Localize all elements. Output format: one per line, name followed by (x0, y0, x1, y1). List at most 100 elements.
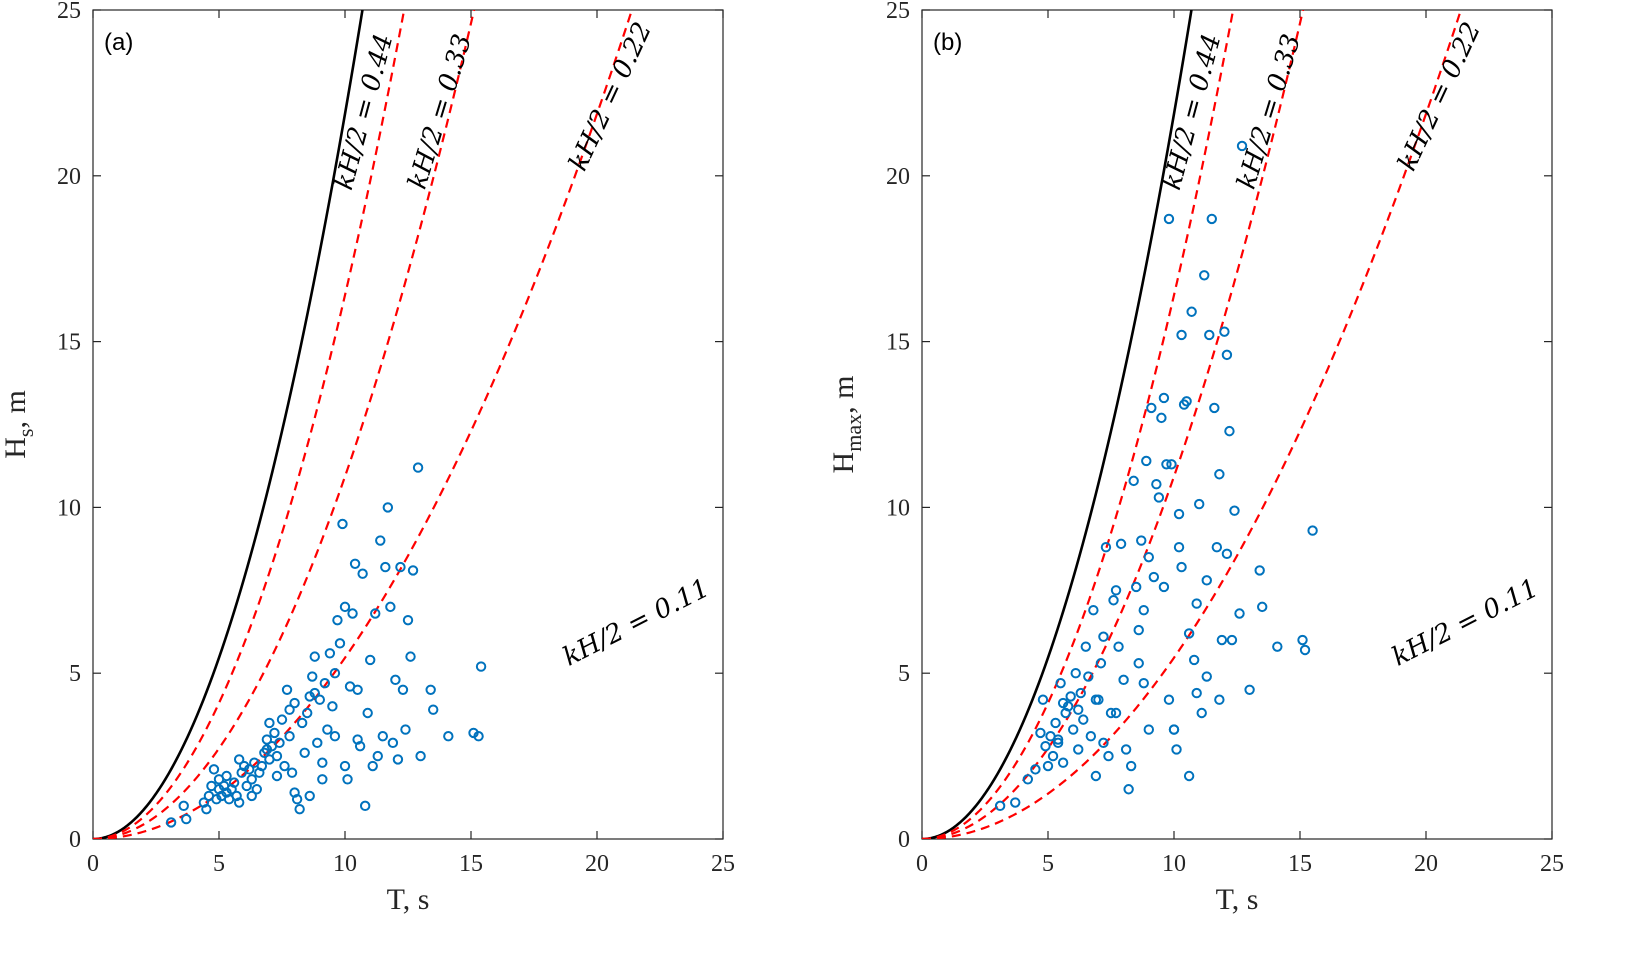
data-point (1214, 469, 1225, 480)
data-point (299, 747, 310, 758)
data-point (322, 724, 333, 735)
data-point (415, 750, 426, 762)
data-point (1090, 770, 1102, 782)
data-point (241, 780, 252, 792)
data-point (405, 651, 416, 662)
data-point (1191, 687, 1202, 699)
y-tick-label: 10 (886, 495, 910, 521)
data-point (284, 704, 295, 715)
data-point (1146, 402, 1157, 414)
data-point (1143, 551, 1155, 563)
data-point (1226, 634, 1238, 646)
data-point (1176, 561, 1187, 573)
data-point (1176, 329, 1187, 341)
data-point (372, 750, 383, 762)
data-point (1110, 707, 1122, 719)
data-point (1047, 750, 1059, 762)
data-point (246, 790, 257, 802)
data-point (1173, 508, 1185, 520)
y-axis-label-suffix: , m (0, 390, 32, 428)
data-point (165, 817, 177, 828)
x-tick-label: 20 (1414, 851, 1438, 877)
data-point (1151, 478, 1162, 490)
y-axis-label-subscript: max (841, 414, 866, 452)
data-point (279, 760, 290, 772)
y-tick-label: 25 (886, 0, 910, 24)
data-point (309, 687, 320, 699)
data-point (1158, 581, 1170, 593)
data-point (1204, 329, 1215, 341)
data-point (1075, 687, 1086, 699)
data-point (1035, 727, 1046, 739)
data-point (1186, 306, 1197, 317)
y-axis-label-subscript: s (13, 429, 38, 438)
data-point (347, 608, 358, 619)
data-point (1052, 734, 1064, 745)
data-point (380, 561, 391, 573)
y-axis-label-main: H (827, 452, 860, 474)
data-point (395, 561, 406, 573)
data-point (402, 614, 414, 626)
data-point (269, 727, 280, 739)
data-point (271, 750, 283, 762)
plot-frame (92, 9, 724, 840)
data-point (390, 674, 401, 686)
y-tick-label: 20 (57, 164, 81, 190)
data-point (1098, 737, 1109, 749)
data-point (1088, 604, 1099, 616)
data-point (342, 774, 353, 785)
data-point (407, 565, 419, 576)
data-point (286, 767, 298, 778)
data-point (246, 774, 257, 785)
data-point (1234, 608, 1245, 619)
data-point (352, 684, 363, 695)
data-point (1098, 631, 1109, 642)
x-axis-label: T, s (387, 883, 430, 916)
steepness-curves (93, 10, 634, 839)
data-point (1163, 694, 1175, 705)
data-point (1153, 492, 1165, 503)
data-point (1191, 598, 1202, 609)
plot-frame (921, 9, 1553, 840)
data-point (1166, 459, 1177, 470)
data-point (1171, 744, 1182, 755)
data-point (1057, 697, 1069, 709)
data-point (400, 724, 411, 735)
curve-steepness-0_22 (93, 10, 476, 839)
data-point (281, 684, 293, 695)
data-point (412, 462, 424, 473)
data-point (1110, 585, 1122, 596)
data-point (221, 770, 232, 782)
x-tick-label: 5 (213, 851, 225, 877)
data-point (375, 535, 386, 546)
data-point (365, 654, 376, 666)
data-point (1257, 601, 1268, 613)
curve-steepness-0_11 (93, 10, 634, 839)
data-point (362, 707, 373, 719)
data-point (1221, 548, 1233, 560)
data-point (1161, 459, 1172, 470)
data-point (1052, 737, 1064, 749)
y-tick-label: 20 (886, 164, 910, 190)
data-point (291, 794, 303, 805)
data-point (319, 677, 331, 689)
data-point (256, 760, 268, 772)
data-point (1115, 538, 1127, 550)
data-point (1183, 628, 1195, 639)
data-point (377, 731, 388, 742)
data-point (1073, 704, 1084, 715)
data-point (1214, 694, 1225, 705)
data-point (1133, 624, 1144, 636)
data-point (1128, 475, 1139, 487)
data-point (1108, 595, 1119, 606)
data-point (1307, 525, 1318, 536)
data-point (382, 502, 394, 513)
data-point (1131, 581, 1142, 593)
data-point (233, 797, 245, 808)
data-point (208, 764, 220, 775)
data-point (289, 697, 300, 709)
curve-steepness-0_11 (922, 10, 1463, 839)
